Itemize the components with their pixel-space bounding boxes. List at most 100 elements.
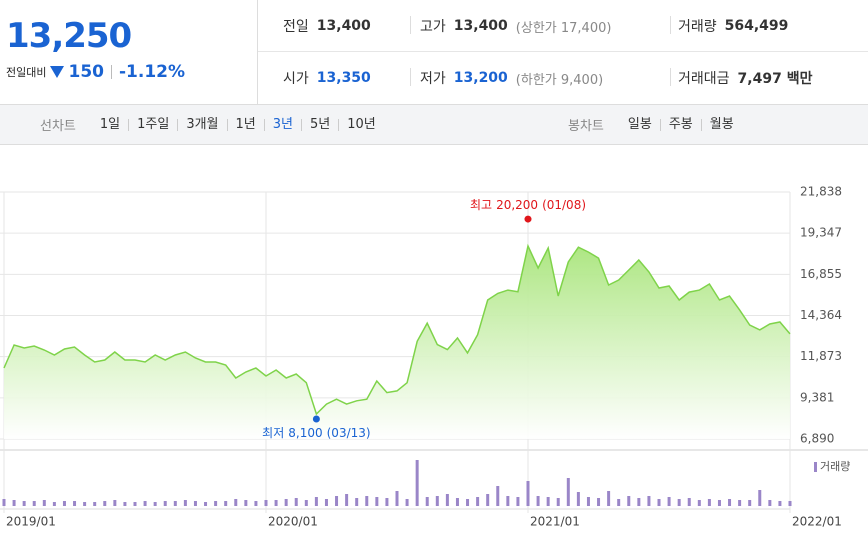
volume-bar (133, 502, 137, 506)
volume-bar (637, 498, 641, 506)
chart: 21,838 19,347 16,855 14,364 11,873 9,381 6,890… (0, 185, 868, 529)
volume-bar (556, 498, 560, 506)
volume-bar (73, 501, 77, 506)
volume-bar (687, 498, 691, 506)
down-arrow (50, 66, 65, 78)
stat-label: 고가 (420, 19, 446, 35)
annotation-value-label: 8,100 (288, 426, 322, 440)
volume-bar (284, 499, 288, 506)
volume-bar (728, 499, 732, 506)
volume-bar (12, 500, 16, 506)
stat: 전일 13,400 (283, 0, 371, 52)
volume-bar (526, 481, 530, 506)
volume-bar (345, 494, 349, 506)
volume-bar (22, 501, 26, 506)
x-tick-label: 2020/01 (268, 515, 318, 529)
stat: 고가 13,400 (상한가 17,400) (420, 0, 611, 52)
volume-bar (657, 499, 661, 506)
volume-bar (103, 501, 107, 506)
stat: 저가 13,200 (하한가 9,400) (420, 52, 603, 104)
annotation-value-label: 20,200 (496, 198, 538, 212)
volume-bar (52, 502, 56, 506)
tab[interactable]: 3개월 (177, 118, 226, 131)
stat-value: 13,400 (453, 18, 508, 34)
stat-value: 13,350 (316, 70, 371, 86)
stat-value: 7,497 백만 (737, 71, 813, 87)
volume-bar (455, 498, 459, 506)
x-tick-label: 2022/01 (792, 515, 842, 529)
volume-bar (123, 502, 127, 506)
volume-bar (2, 499, 6, 506)
tab[interactable]: 일봉 (627, 116, 652, 132)
y-tick-label: 21,838 (800, 185, 842, 199)
extreme-dot (312, 415, 320, 423)
tab[interactable]: 1년 (226, 118, 264, 131)
volume-bar (304, 500, 308, 506)
volume-bar (335, 496, 339, 506)
tab-group-label: 선차트 (40, 119, 76, 134)
volume-bar (647, 496, 651, 506)
tab[interactable]: 1주일 (128, 118, 177, 131)
volume-bar (546, 497, 550, 506)
volume-bar (163, 501, 167, 506)
volume-bar (697, 500, 701, 506)
volume-bar (677, 499, 681, 506)
stat-label: 전일 (283, 19, 309, 35)
volume-bar (748, 500, 752, 506)
stats-row: 전일 13,400 고가 13,400 (상한가 17,400) 거래량 564,499 (258, 0, 868, 52)
stat-value: 13,200 (453, 70, 508, 86)
volume-bar (32, 501, 36, 506)
volume-bar (516, 497, 520, 506)
volume-bar (314, 497, 318, 506)
volume-bar (445, 494, 449, 506)
volume-bar (607, 491, 611, 506)
volume-bar (466, 499, 470, 506)
volume-bar (566, 478, 570, 506)
stat-label: 저가 (420, 71, 446, 87)
volume-bar (717, 500, 721, 506)
x-tick-label: 2021/01 (530, 515, 580, 529)
annotation: 최저 8,100 (03/13) (262, 426, 370, 440)
tab[interactable]: 3년 (263, 118, 301, 131)
y-tick-label: 6,890 (800, 432, 834, 446)
volume-bar (476, 497, 480, 506)
volume-bar (788, 501, 792, 506)
stats-row: 시가 13,350 저가 13,200 (하한가 9,400) 거래대금 7,497 백… (258, 52, 868, 104)
annotation-label: 최저 (262, 426, 284, 440)
volume-bar (294, 498, 298, 506)
volume-bar (738, 500, 742, 506)
annotation-label: 최고 (470, 198, 492, 212)
stat: 거래대금 7,497 백만 (678, 52, 812, 104)
volume-bar (576, 492, 580, 506)
volume-bar (224, 501, 228, 506)
volume-bar (193, 501, 197, 506)
volume-bar (506, 496, 510, 506)
tab[interactable]: 10년 (338, 118, 384, 131)
divider (670, 68, 671, 86)
volume-bar (486, 494, 490, 506)
change: 150 (68, 62, 104, 82)
volume-bar (264, 500, 268, 506)
tab[interactable]: 1일 (99, 116, 121, 132)
volume-bar (536, 496, 540, 506)
volume-bar (42, 500, 46, 506)
volume-bar (365, 496, 369, 506)
tab[interactable]: 주봉 (659, 118, 701, 131)
candle-chart-tabs: 봉차트 일봉 주봉 월봉 (568, 105, 742, 144)
stat-note: (하한가 9,400) (515, 72, 604, 88)
volume-bar (355, 498, 359, 506)
annotation: 최고 20,200 (01/08) (470, 198, 586, 212)
y-tick-label: 11,873 (800, 349, 842, 363)
volume-bar (183, 500, 187, 506)
volume-bar (93, 502, 97, 506)
price: 13,250 (6, 16, 132, 56)
volume-bar (173, 501, 177, 506)
tab[interactable]: 5년 (301, 118, 338, 131)
volume-bar (204, 502, 208, 506)
stat-label: 거래량 (678, 19, 717, 35)
volume-bar (375, 497, 379, 506)
quote-header: 13,250 전일대비 150 -1.12% 전일 13,400 고가 13,400… (0, 0, 868, 104)
tab[interactable]: 월봉 (700, 118, 742, 131)
volume-bar (244, 500, 248, 506)
